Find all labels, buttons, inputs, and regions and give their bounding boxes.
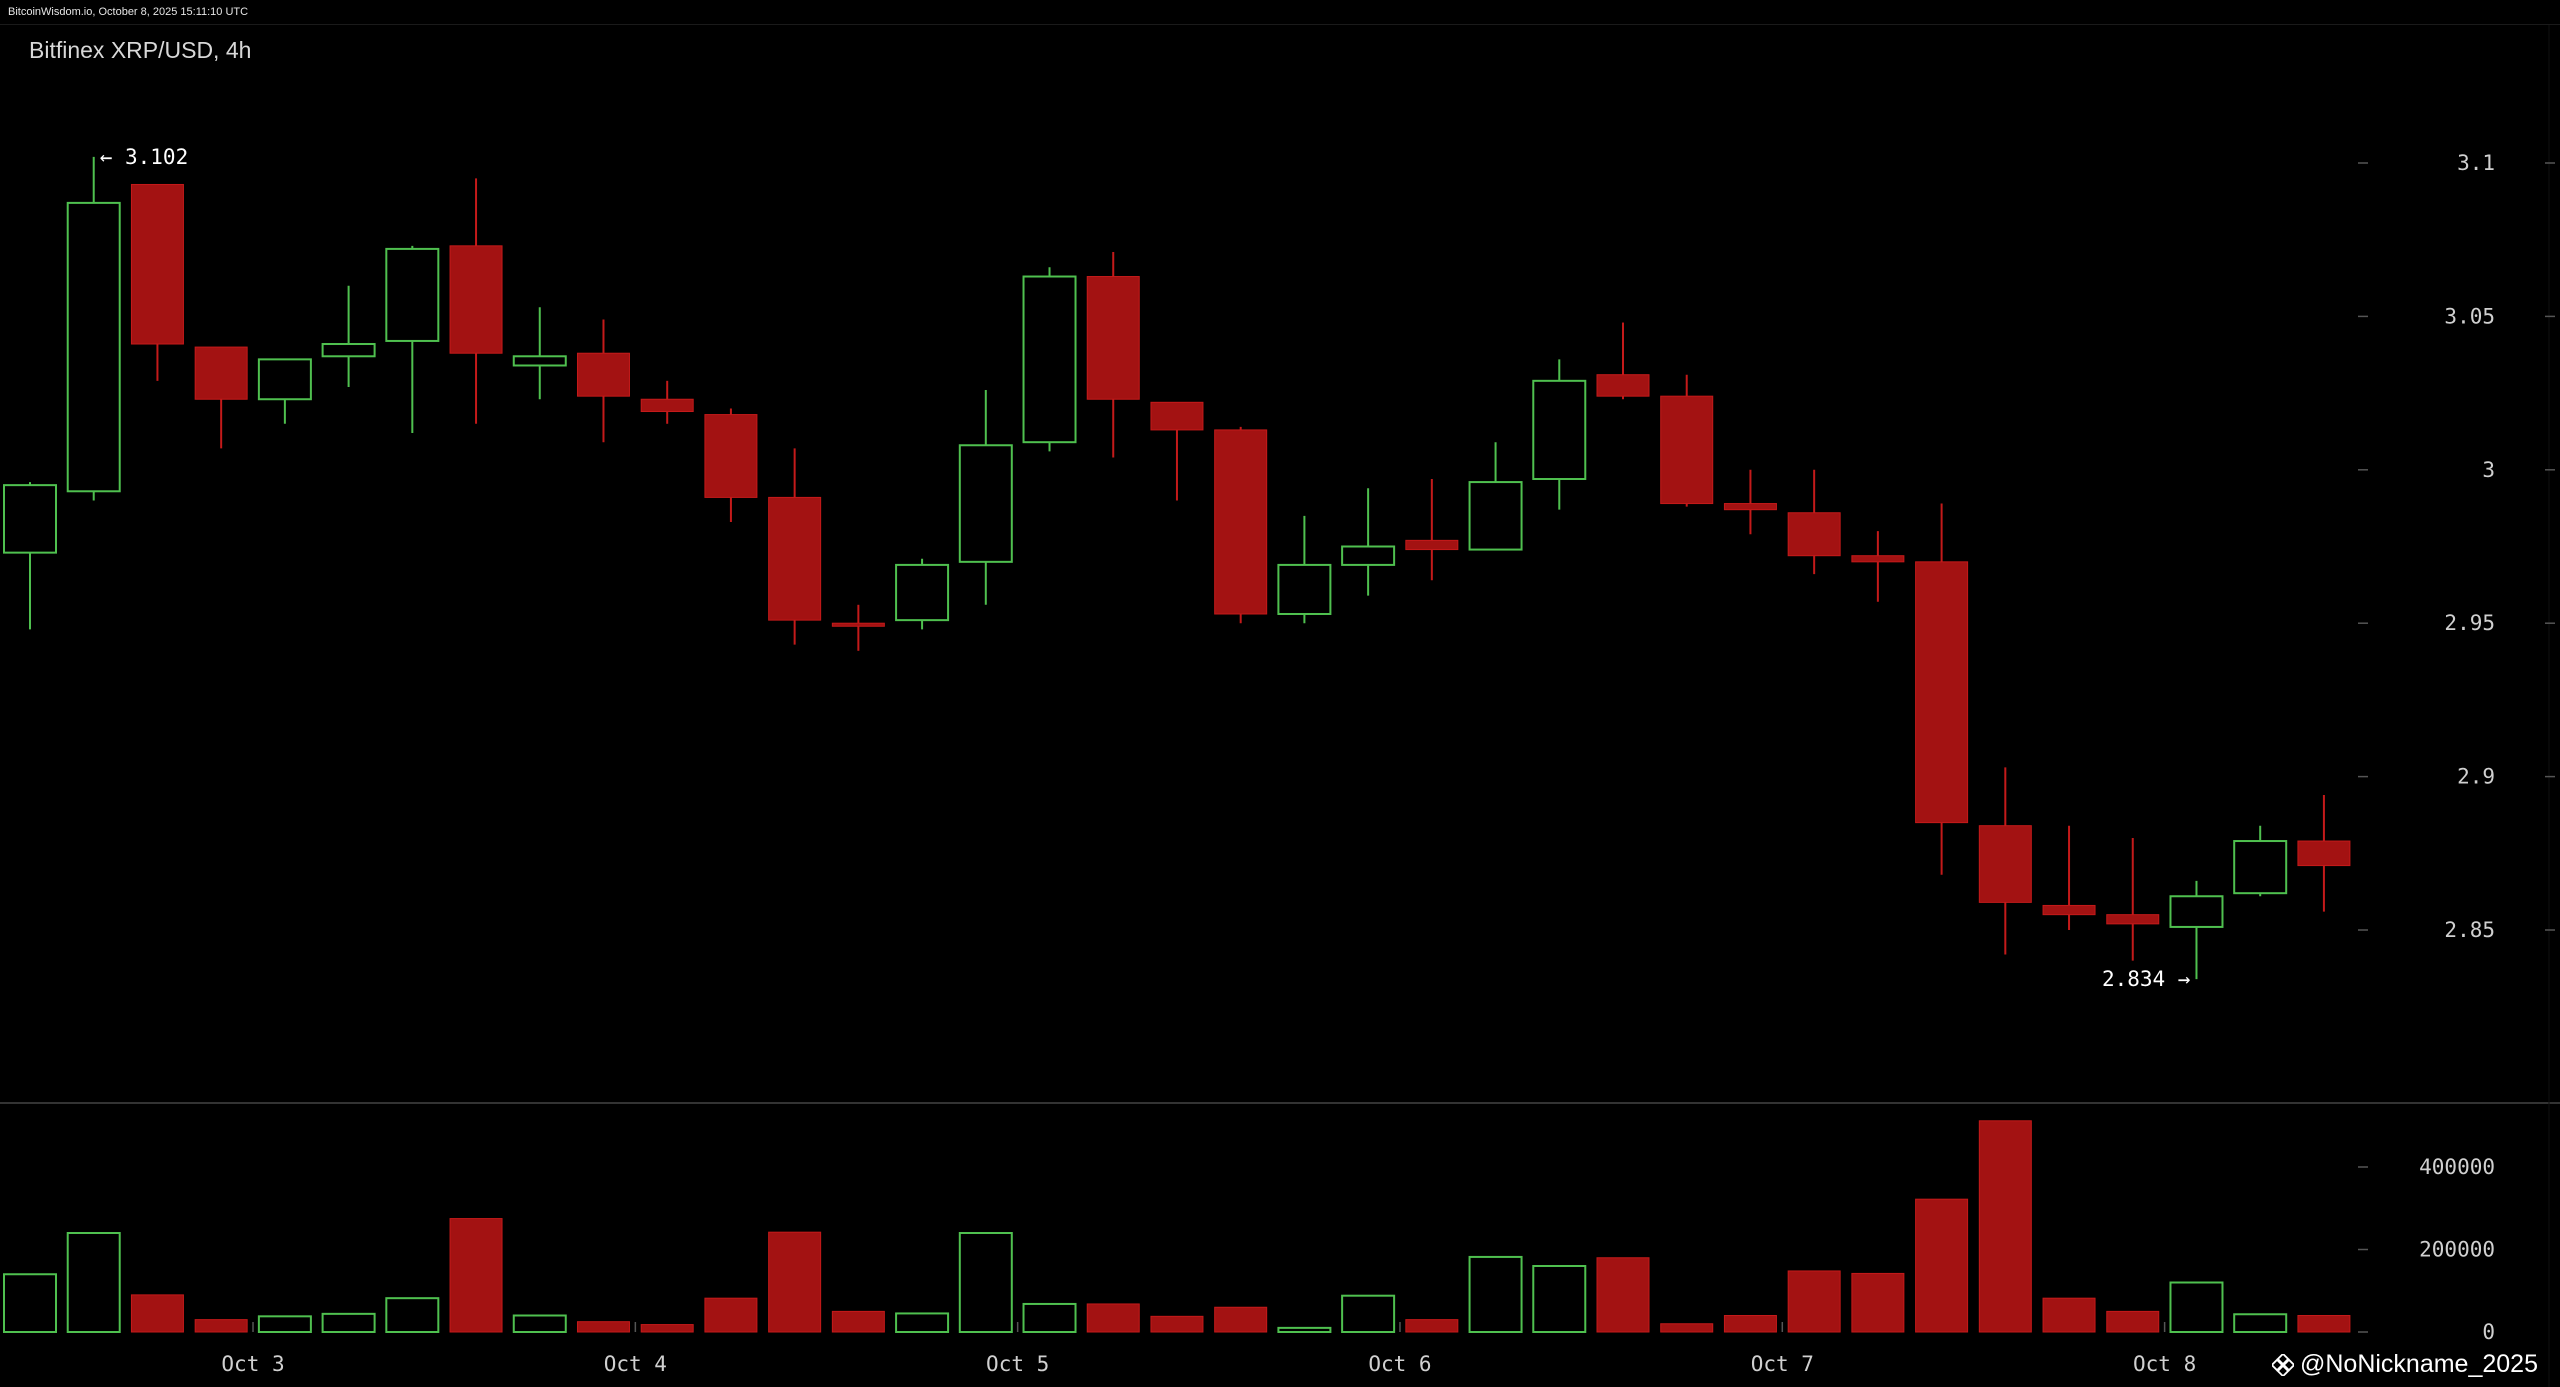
watermark: @NoNickname_2025 — [2271, 1350, 2538, 1379]
volume-bar-up — [1532, 1265, 1587, 1333]
volume-bar-down — [576, 1321, 630, 1333]
candle-down — [1787, 512, 1841, 557]
volume-bar-up — [385, 1297, 440, 1334]
candle-up — [895, 563, 950, 622]
volume-bar-down — [1596, 1257, 1650, 1333]
candle-up — [321, 343, 376, 358]
candle-up — [385, 247, 440, 342]
volume-bar-up — [2169, 1281, 2224, 1333]
watermark-text: @NoNickname_2025 — [2299, 1350, 2538, 1378]
vol-tick-label: 0 — [2482, 1320, 2495, 1344]
volume-bar-down — [2106, 1310, 2160, 1333]
candle-down — [1596, 374, 1650, 397]
volume-bar-up — [512, 1314, 567, 1333]
volume-bar-up — [1277, 1326, 1332, 1333]
y-tick-label: 2.85 — [2444, 918, 2495, 942]
candle-down — [831, 622, 885, 627]
candle-up — [3, 484, 57, 554]
volume-bar-up — [1468, 1255, 1523, 1334]
volume-bar-down — [449, 1218, 503, 1333]
candle-down — [2297, 840, 2351, 867]
volume-bar-down — [1787, 1270, 1841, 1333]
y-tick-label: 3 — [2482, 458, 2495, 482]
volume-bar-up — [895, 1312, 950, 1333]
candle-up — [66, 201, 121, 493]
volume-bar-up — [257, 1315, 312, 1333]
candle-down — [1214, 429, 1268, 615]
candle-up — [512, 355, 567, 367]
candle-down — [1915, 561, 1969, 824]
candle-down — [1405, 539, 1459, 551]
candle-up — [257, 358, 312, 401]
x-tick-label: Oct 4 — [604, 1352, 667, 1376]
volume-bar-down — [1978, 1120, 2032, 1333]
chart-title: Bitfinex XRP/USD, 4h — [29, 37, 252, 63]
volume-bar-down — [704, 1297, 758, 1333]
volume-bar-up — [958, 1232, 1013, 1333]
y-tick-label: 2.9 — [2457, 765, 2495, 789]
source-text: BitcoinWisdom.io, October 8, 2025 15:11:… — [8, 6, 249, 18]
candle-up — [1468, 481, 1523, 551]
volume-bar-down — [1214, 1306, 1268, 1333]
candle-down — [1851, 555, 1905, 563]
volume-bar-down — [1086, 1303, 1140, 1333]
candle-up — [1341, 545, 1396, 566]
volume-bar-down — [768, 1231, 822, 1333]
price-chart: 3.1 3.05 3 2.95 2.9 2.85 400000 200000 0 Oct 3 Oct… — [0, 25, 2560, 1387]
volume-bar-up — [3, 1273, 57, 1333]
x-tick-label: Oct 3 — [221, 1352, 284, 1376]
volume-bar-down — [831, 1310, 885, 1333]
y-tick-label: 2.95 — [2444, 611, 2495, 635]
candle-down — [1660, 395, 1714, 505]
logo-icon — [2271, 1353, 2294, 1376]
annotation-low: 2.834 → — [2102, 967, 2191, 991]
candle-up — [1277, 563, 1332, 615]
candle-down — [576, 352, 630, 397]
candle-down — [194, 346, 248, 400]
candle-down — [1086, 276, 1140, 400]
candle-up — [1022, 275, 1077, 444]
volume-bar-up — [1341, 1294, 1396, 1333]
volume-bar-down — [1405, 1319, 1459, 1333]
volume-bar-up — [321, 1312, 376, 1333]
x-tick-label: Oct 8 — [2133, 1352, 2196, 1376]
vol-tick-label: 200000 — [2419, 1238, 2495, 1262]
volume-bar-up — [1022, 1302, 1077, 1333]
candle-up — [2233, 840, 2288, 895]
volume-bar-down — [640, 1324, 694, 1333]
candle-down — [1150, 401, 1204, 431]
volume-bar-down — [1660, 1323, 1714, 1333]
candle-down — [704, 414, 758, 498]
volume-bar-down — [130, 1294, 184, 1333]
y-tick-label: 3.05 — [2444, 304, 2495, 328]
annotation-high: ← 3.102 — [100, 145, 189, 169]
volume-bar-down — [2297, 1315, 2351, 1333]
candle-down — [640, 398, 694, 413]
candle-up — [1532, 379, 1587, 481]
top-header: BitcoinWisdom.io, October 8, 2025 15:11:… — [0, 0, 2560, 24]
x-tick-label: Oct 6 — [1368, 1352, 1431, 1376]
vol-tick-label: 400000 — [2419, 1155, 2495, 1179]
candle-down — [130, 183, 184, 345]
candle-down — [768, 496, 822, 621]
candle-down — [1978, 825, 2032, 903]
candle-up — [958, 444, 1013, 563]
volume-bar-down — [1150, 1315, 1204, 1333]
volume-bar-down — [1851, 1272, 1905, 1333]
candle-down — [449, 245, 503, 354]
volume-bar-up — [2233, 1313, 2288, 1333]
volume-bar-down — [1915, 1198, 1969, 1333]
volume-bar-down — [1723, 1315, 1777, 1333]
volume-bar-down — [194, 1319, 248, 1333]
chart-frame: 3.1 3.05 3 2.95 2.9 2.85 400000 200000 0 Oct 3 Oct… — [0, 24, 2560, 1387]
candle-down — [2042, 904, 2096, 916]
x-tick-label: Oct 7 — [1751, 1352, 1814, 1376]
candle-up — [2169, 895, 2224, 928]
volume-bar-down — [2042, 1297, 2096, 1333]
candle-down — [2106, 914, 2160, 925]
y-tick-label: 3.1 — [2457, 151, 2495, 175]
candle-down — [1723, 503, 1777, 511]
x-tick-label: Oct 5 — [986, 1352, 1049, 1376]
volume-bar-up — [66, 1232, 121, 1333]
